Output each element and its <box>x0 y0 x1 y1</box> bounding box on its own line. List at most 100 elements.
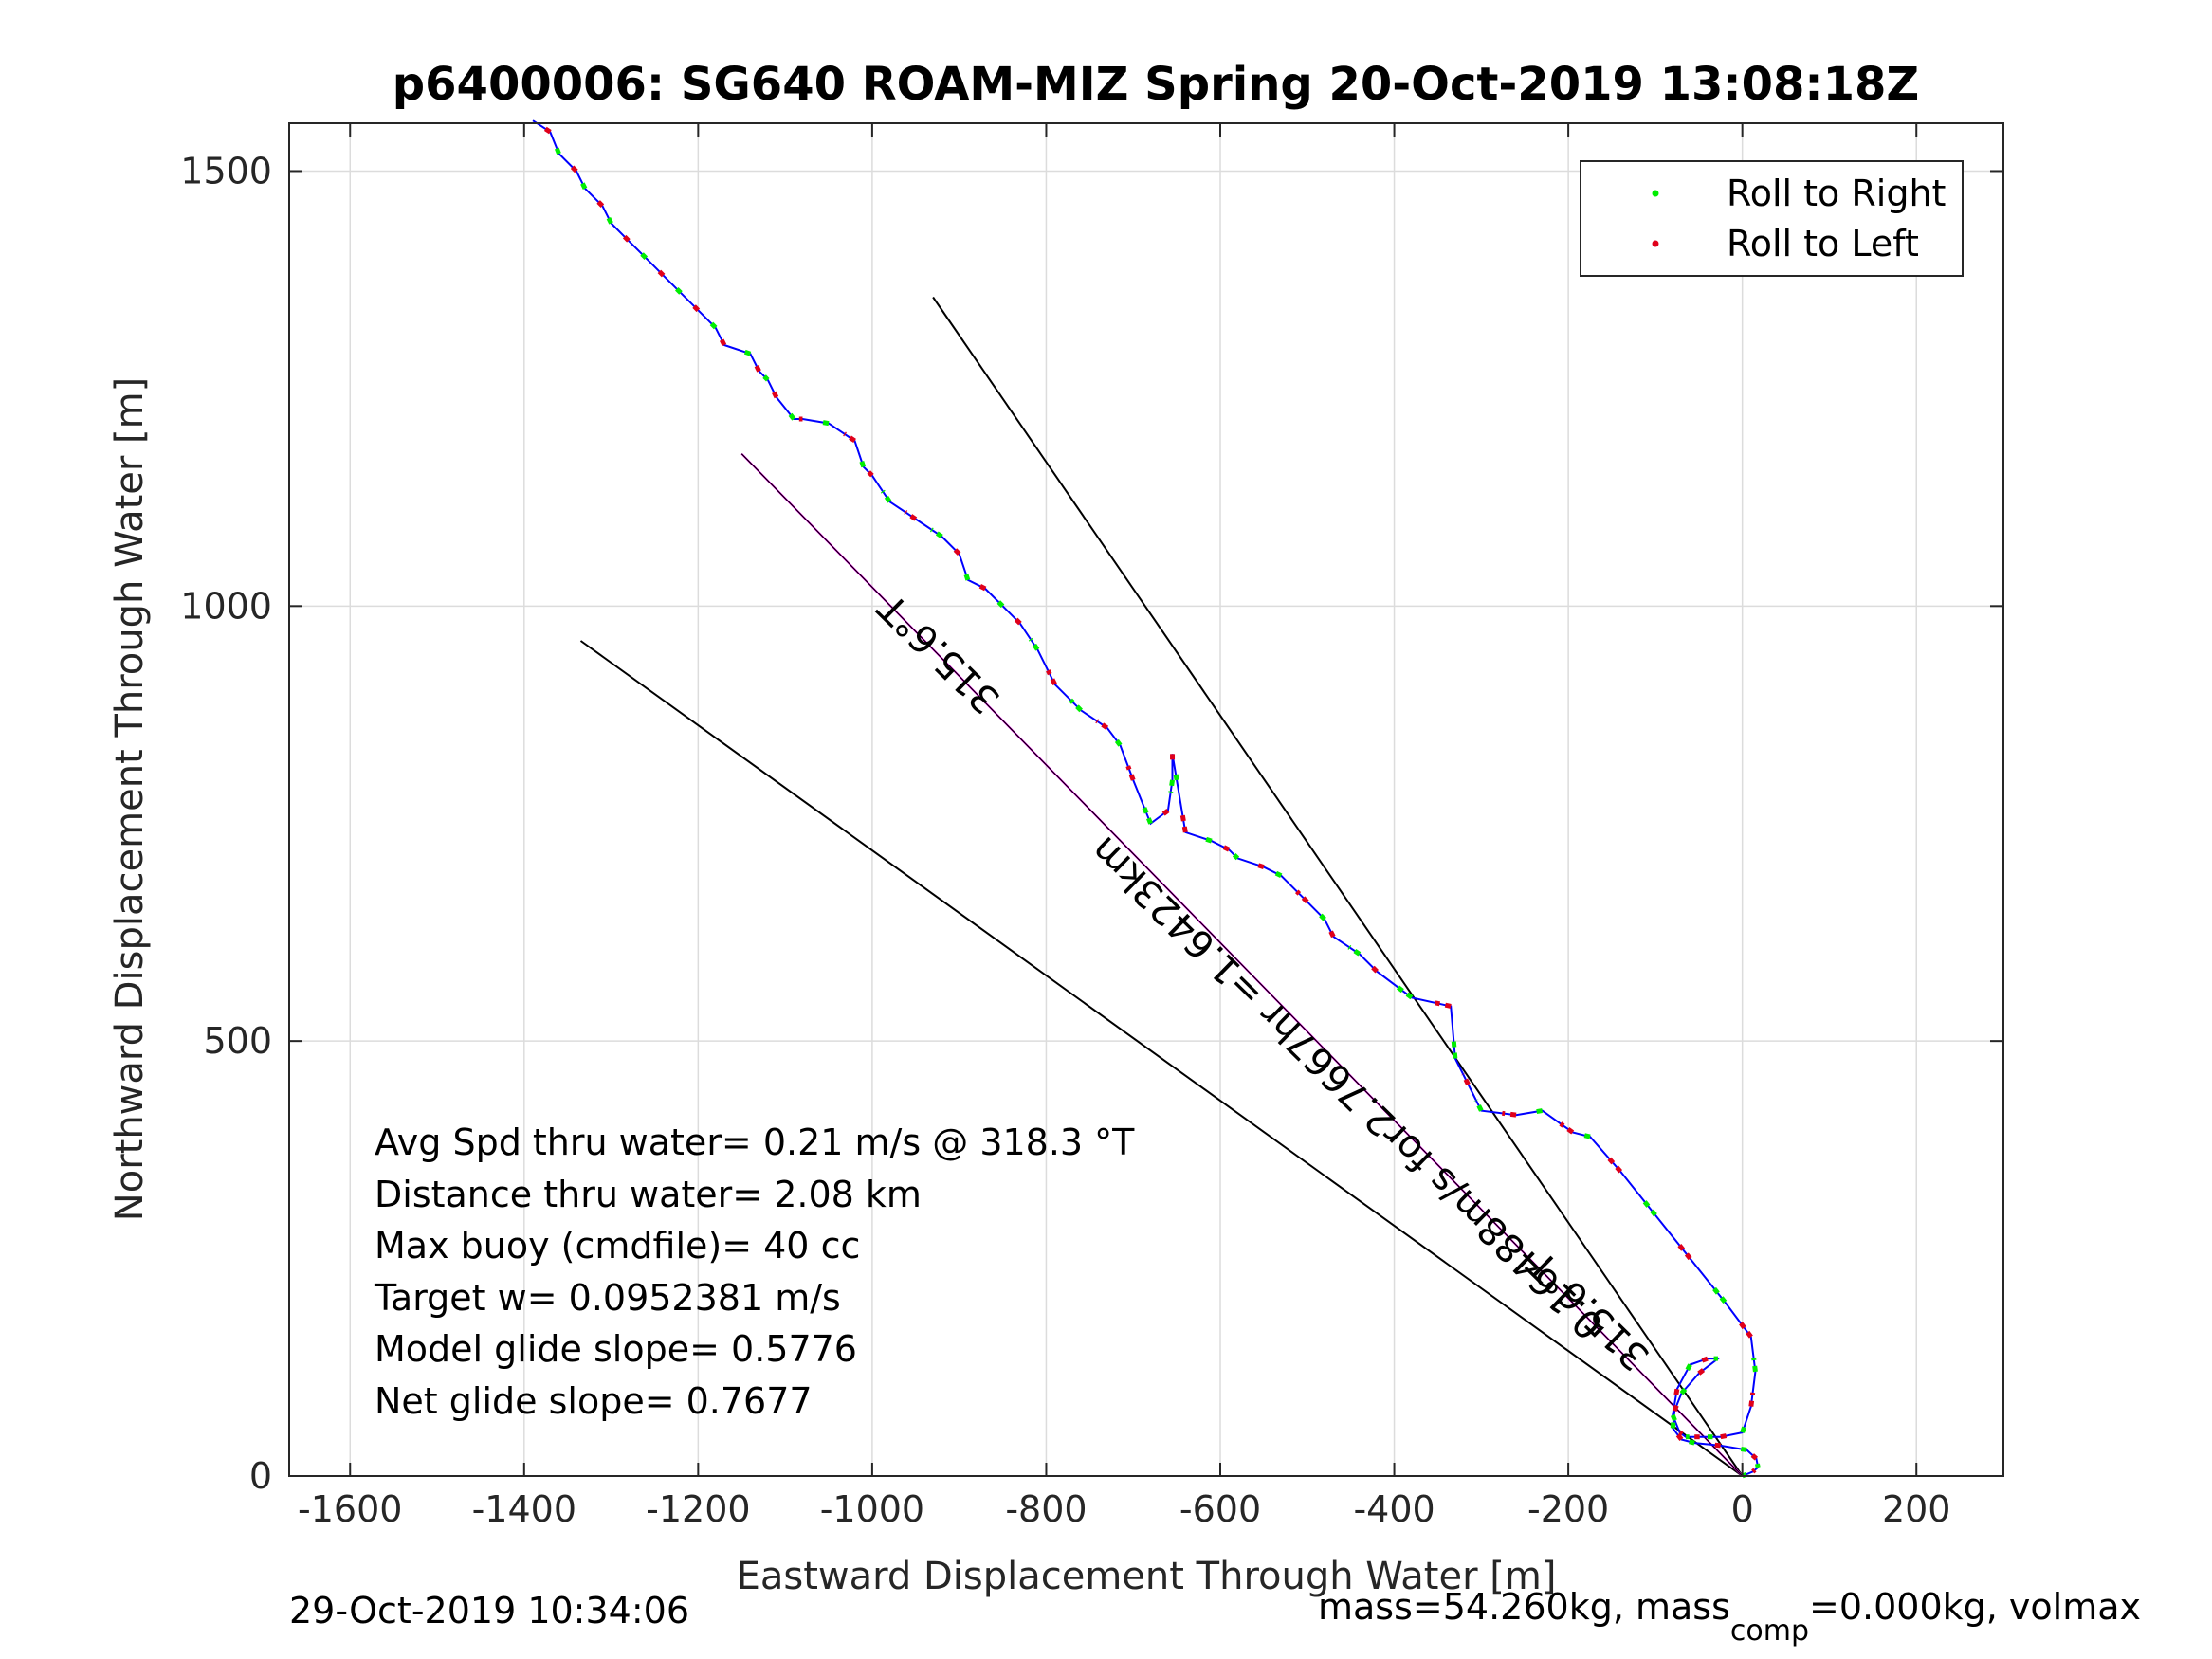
footer-timestamp: 29-Oct-2019 10:34:06 <box>289 1590 689 1632</box>
roll-marker <box>671 283 683 295</box>
footer-mass: mass=54.260kg, masscomp=0.000kg, volmax <box>1318 1586 2141 1648</box>
roll-marker <box>1679 1383 1691 1395</box>
roll-marker <box>1531 1108 1543 1115</box>
roll-marker <box>619 231 631 243</box>
roll-marker <box>1252 861 1265 869</box>
roll-marker <box>1670 1413 1678 1424</box>
roll-marker <box>817 419 830 427</box>
roll-marker <box>605 215 613 225</box>
roll-marker <box>1678 1431 1684 1436</box>
current-black-line <box>740 453 1744 1477</box>
stat-line: Model glide slope= 0.5776 <box>375 1328 857 1370</box>
roll-marker <box>637 249 649 261</box>
stat-line: Avg Spd thru water= 0.21 m/s @ 318.3 °T <box>375 1121 1135 1163</box>
roll-marker <box>718 337 727 347</box>
roll-marker <box>1125 765 1136 781</box>
roll-marker <box>1502 1110 1517 1118</box>
roll-marker <box>1750 1453 1759 1461</box>
data-layer <box>532 119 1761 1479</box>
roll-marker <box>929 527 943 538</box>
roll-marker <box>1673 1239 1692 1261</box>
roll-marker <box>1168 779 1176 793</box>
roll-marker <box>961 568 971 581</box>
roll-marker <box>1460 1072 1471 1086</box>
roll-marker <box>1069 698 1083 713</box>
roll-marker <box>1272 869 1283 879</box>
roll-marker <box>1451 1037 1458 1059</box>
roll-marker <box>1689 1439 1695 1446</box>
roll-marker <box>567 162 578 173</box>
roll-marker <box>1709 1442 1721 1449</box>
roll-marker <box>1740 1421 1748 1433</box>
roll-marker <box>1011 614 1022 626</box>
roll-marker <box>994 597 1005 609</box>
roll-marker <box>689 301 701 313</box>
y-axis-label: Northward Displacement Through Water [m] <box>108 377 152 1221</box>
roll-marker <box>785 409 796 421</box>
stat-line: Net glide slope= 0.7677 <box>375 1380 813 1422</box>
roll-marker <box>1295 889 1309 904</box>
roll-marker <box>1028 637 1040 651</box>
roll-marker <box>1709 1283 1728 1304</box>
x-tick-label: -1400 <box>472 1488 576 1530</box>
roll-marker <box>1327 928 1336 939</box>
roll-marker <box>1673 1388 1680 1400</box>
roll-marker <box>1559 1121 1575 1135</box>
roll-marker <box>1220 844 1231 852</box>
footer-mass-main: mass=54.260kg, mass <box>1318 1586 1730 1628</box>
roll-marker <box>1582 1132 1591 1139</box>
stats-text: Avg Spd thru water= 0.21 m/s @ 318.3 °T … <box>374 1121 1135 1422</box>
roll-marker <box>1473 1099 1484 1112</box>
x-tick-label: -200 <box>1527 1488 1609 1530</box>
roll-marker <box>1606 1156 1623 1174</box>
roll-marker <box>1748 1392 1756 1407</box>
roll-marker <box>739 348 752 356</box>
y-tick-label: 0 <box>249 1455 272 1497</box>
footer-mass-sub: comp <box>1730 1614 1809 1648</box>
roll-marker <box>1699 1356 1709 1364</box>
x-tick-label: -1000 <box>820 1488 924 1530</box>
roll-marker <box>594 197 605 208</box>
roll-marker <box>1396 985 1414 1000</box>
roll-marker <box>654 266 666 278</box>
roll-marker <box>753 363 761 373</box>
roll-marker <box>904 510 918 521</box>
legend: Roll to Right Roll to Left <box>1580 160 1964 277</box>
roll-marker <box>1720 1432 1730 1440</box>
roll-marker <box>1046 669 1057 686</box>
roll-marker <box>1368 962 1379 974</box>
stat-line: Distance thru water= 2.08 km <box>375 1174 922 1215</box>
roll-marker <box>579 180 588 190</box>
roll-marker <box>1347 944 1362 957</box>
legend-marker-roll-right <box>1652 190 1659 197</box>
legend-marker-roll-left <box>1652 240 1659 247</box>
roll-marker <box>880 489 892 503</box>
roll-marker <box>977 583 987 592</box>
guide-steep-line <box>932 296 1744 1477</box>
roll-marker <box>706 319 718 330</box>
roll-marker <box>541 125 552 135</box>
x-tick-label: 200 <box>1882 1488 1951 1530</box>
x-tick-label: -1600 <box>298 1488 402 1530</box>
roll-marker <box>1141 805 1153 825</box>
roll-marker <box>857 455 867 468</box>
x-tick-label: -1200 <box>646 1488 750 1530</box>
roll-marker <box>771 389 779 399</box>
roll-marker <box>1639 1195 1657 1217</box>
roll-marker <box>1160 808 1170 818</box>
x-tick-label: -600 <box>1179 1488 1261 1530</box>
roll-marker <box>1172 769 1179 781</box>
roll-marker <box>553 144 561 155</box>
roll-marker <box>1682 1363 1692 1376</box>
x-tick-label: -400 <box>1353 1488 1435 1530</box>
roll-marker <box>1112 737 1123 747</box>
roll-marker <box>1738 1321 1753 1339</box>
roll-marker <box>1751 1357 1758 1373</box>
roll-marker <box>1232 853 1240 861</box>
roll-marker <box>1675 1433 1684 1441</box>
roll-marker <box>762 374 770 382</box>
roll-marker <box>1697 1365 1709 1376</box>
x-axis-label: Eastward Displacement Through Water [m] <box>737 1555 1557 1598</box>
roll-marker <box>1755 1463 1761 1468</box>
